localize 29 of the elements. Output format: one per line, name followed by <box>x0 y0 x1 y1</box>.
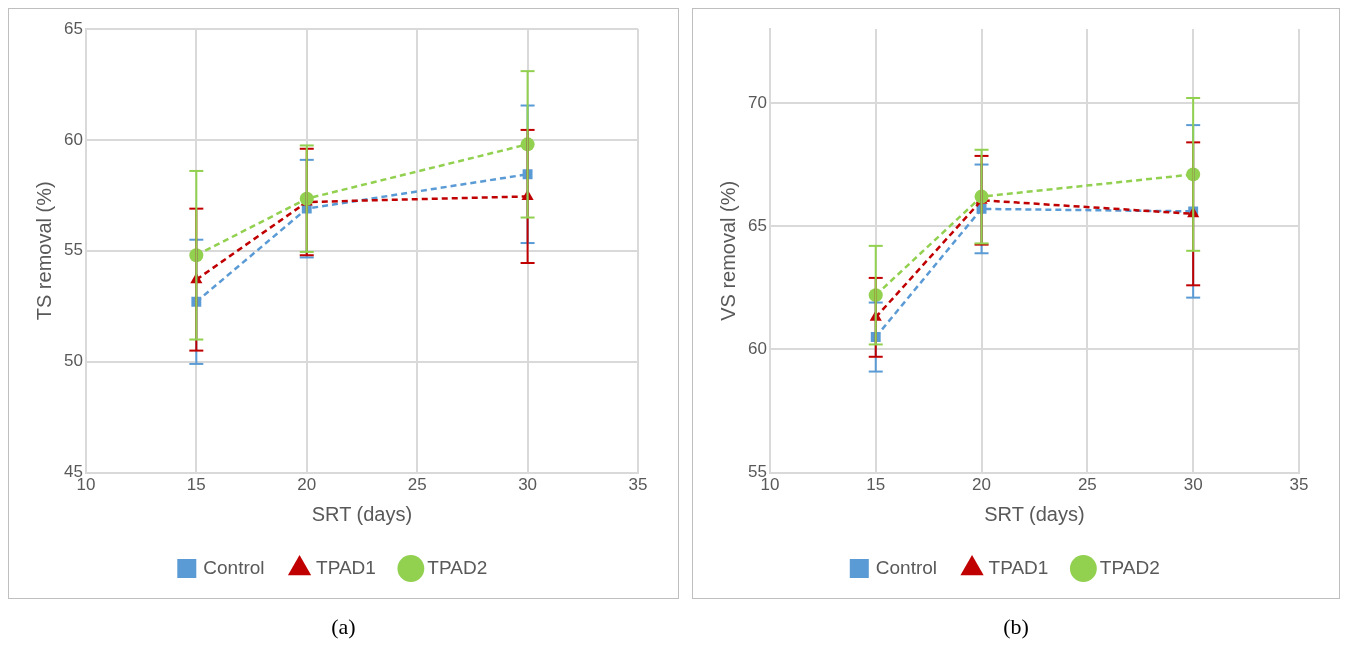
x-axis-title: SRT (days) <box>311 502 413 525</box>
x-tick-label: 20 <box>297 475 317 495</box>
legend-label: Control <box>203 556 265 578</box>
text: (b) <box>1002 614 1030 640</box>
text: (a) <box>330 614 357 640</box>
legend-label: TPAD1 <box>988 556 1049 578</box>
legend-label: TPAD2 <box>427 556 488 578</box>
legend-label: TPAD2 <box>1099 556 1160 578</box>
x-axis-title: SRT (days) <box>984 502 1085 525</box>
y-tick-label: 55 <box>63 240 83 260</box>
legend-label: Control <box>875 556 938 578</box>
x-tick-label: 20 <box>972 475 992 495</box>
legend-label: TPAD1 <box>316 556 376 578</box>
y-tick-label: 65 <box>747 215 767 235</box>
y-axis-title: TS removal (%) <box>32 181 55 321</box>
x-tick-label: 30 <box>1183 475 1203 495</box>
y-tick-label: 60 <box>63 129 83 149</box>
x-tick-label: 30 <box>518 475 538 495</box>
x-tick-label: 25 <box>1077 475 1097 495</box>
y-axis-title: VS removal (%) <box>716 180 739 321</box>
x-tick-label: 35 <box>1289 475 1309 495</box>
y-tick-label: 65 <box>63 18 83 38</box>
y-tick-label: 70 <box>747 92 767 112</box>
x-tick-label: 15 <box>866 475 886 495</box>
x-tick-label: 35 <box>628 475 648 495</box>
y-tick-label: 60 <box>747 339 767 359</box>
x-tick-label: 15 <box>186 475 206 495</box>
x-tick-label: 25 <box>407 475 427 495</box>
y-tick-label: 50 <box>63 351 83 371</box>
